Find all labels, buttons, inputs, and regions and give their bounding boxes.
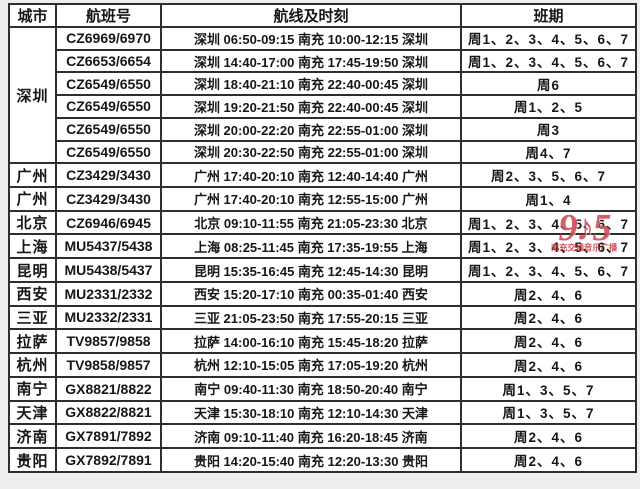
table-row: 广州 CZ3429/3430 广州 17:40-20:10 南充 12:40-14:…	[8, 162, 637, 188]
flight-no-cell: CZ3429/3430	[55, 185, 162, 212]
schedule-cell: 周1、3、5、7	[460, 399, 637, 426]
route-cell: 深圳 14:40-17:00 南充 17:45-19:50 深圳	[160, 48, 462, 74]
table-row: 上海 MU5437/5438 上海 08:25-11:45 南充 17:35-19:…	[8, 233, 637, 260]
schedule-cell: 周1、2、3、4、5、6、7	[460, 26, 637, 51]
city-cell: 济南	[8, 423, 57, 450]
schedule-cell: 周2、4、6	[460, 447, 637, 473]
flight-schedule-page: 城市 航班号 航线及时刻 班期 深圳 CZ6969/6970 深圳 06:50-09…	[8, 3, 637, 473]
city-cell: 南宁	[8, 375, 57, 402]
header-schedule: 班期	[460, 3, 637, 28]
flight-no-cell: CZ6549/6550	[55, 139, 162, 165]
city-cell: 深圳	[8, 25, 57, 165]
route-cell: 天津 15:30-18:10 南充 12:10-14:30 天津	[160, 399, 462, 426]
city-cell: 贵阳	[8, 447, 57, 473]
flight-schedule-table: 城市 航班号 航线及时刻 班期 深圳 CZ6969/6970 深圳 06:50-09…	[8, 3, 637, 473]
table-row: 北京 CZ6946/6945 北京 09:10-11:55 南充 21:05-23:…	[8, 209, 637, 236]
header-route: 航线及时刻	[160, 3, 462, 28]
route-cell: 深圳 18:40-21:10 南充 22:40-00:45 深圳	[160, 71, 462, 97]
flight-no-cell: CZ6549/6550	[55, 116, 162, 142]
route-cell: 广州 17:40-20:10 南充 12:55-15:00 广州	[160, 185, 462, 212]
table-row: 西安 MU2331/2332 西安 15:20-17:10 南充 00:35-01:…	[8, 280, 637, 307]
city-cell: 昆明	[8, 257, 57, 283]
table-row: CZ6549/6550 深圳 18:40-21:10 南充 22:40-00:45…	[9, 71, 637, 97]
schedule-cell: 周4、7	[460, 139, 637, 165]
route-cell: 拉萨 14:00-16:10 南充 15:45-18:20 拉萨	[160, 328, 462, 355]
flight-no-cell: CZ6969/6970	[55, 26, 162, 51]
route-cell: 南宁 09:40-11:30 南充 18:50-20:40 南宁	[160, 375, 462, 402]
route-cell: 杭州 12:10-15:05 南充 17:05-19:20 杭州	[160, 352, 462, 378]
flight-table-body: 深圳 CZ6969/6970 深圳 06:50-09:15 南充 10:00-12:…	[8, 25, 637, 473]
schedule-cell: 周1、2、3、4、5、6、7	[460, 233, 637, 260]
route-cell: 深圳 20:30-22:50 南充 22:55-01:00 深圳	[160, 139, 462, 165]
table-row: CZ6549/6550 深圳 20:30-22:50 南充 22:55-01:00…	[9, 139, 637, 165]
route-cell: 西安 15:20-17:10 南充 00:35-01:40 西安	[160, 280, 462, 307]
flight-no-cell: MU2331/2332	[55, 280, 162, 307]
table-row: 天津 GX8822/8821 天津 15:30-18:10 南充 12:10-14:…	[8, 399, 637, 426]
table-row: 广州 CZ3429/3430 广州 17:40-20:10 南充 12:55-15:…	[8, 185, 637, 212]
city-cell: 西安	[8, 280, 57, 307]
schedule-cell: 周2、3、5、6、7	[460, 162, 637, 188]
route-cell: 广州 17:40-20:10 南充 12:40-14:40 广州	[160, 162, 462, 188]
route-cell: 三亚 21:05-23:50 南充 17:55-20:15 三亚	[160, 304, 462, 331]
schedule-cell: 周1、2、3、4、5、6、7	[460, 209, 637, 236]
table-row: 三亚 MU2332/2331 三亚 21:05-23:50 南充 17:55-20:…	[8, 304, 637, 331]
city-cell: 广州	[8, 162, 57, 188]
city-cell: 天津	[8, 399, 57, 426]
table-row: CZ6653/6654 深圳 14:40-17:00 南充 17:45-19:50…	[9, 48, 637, 74]
schedule-cell: 周1、2、3、4、5、6、7	[460, 48, 637, 74]
route-cell: 深圳 19:20-21:50 南充 22:40-00:45 深圳	[160, 94, 462, 119]
flight-no-cell: MU5438/5437	[55, 257, 162, 283]
city-cell: 上海	[8, 233, 57, 260]
city-cell: 拉萨	[8, 328, 57, 355]
schedule-cell: 周3	[460, 116, 637, 142]
schedule-cell: 周2、4、6	[460, 280, 637, 307]
route-cell: 贵阳 14:20-15:40 南充 12:20-13:30 贵阳	[160, 447, 462, 473]
schedule-cell: 周1、3、5、7	[460, 375, 637, 402]
schedule-cell: 周1、4	[460, 185, 637, 212]
schedule-cell: 周2、4、6	[460, 328, 637, 355]
flight-no-cell: GX7891/7892	[55, 423, 162, 450]
table-row: 贵阳 GX7892/7891 贵阳 14:20-15:40 南充 12:20-13:…	[8, 447, 637, 473]
schedule-cell: 周2、4、6	[460, 304, 637, 331]
route-cell: 深圳 20:00-22:20 南充 22:55-01:00 深圳	[160, 116, 462, 142]
city-cell: 北京	[8, 209, 57, 236]
flight-no-cell: TV9858/9857	[55, 352, 162, 378]
city-cell: 杭州	[8, 352, 57, 378]
route-cell: 济南 09:10-11:40 南充 16:20-18:45 济南	[160, 423, 462, 450]
table-row: 拉萨 TV9857/9858 拉萨 14:00-16:10 南充 15:45-18:…	[8, 328, 637, 355]
city-cell: 三亚	[8, 304, 57, 331]
table-row: 济南 GX7891/7892 济南 09:10-11:40 南充 16:20-18:…	[8, 423, 637, 450]
schedule-cell: 周1、2、3、4、5、6、7	[460, 257, 637, 283]
schedule-cell: 周6	[460, 71, 637, 97]
schedule-cell: 周2、4、6	[460, 352, 637, 378]
table-row: 南宁 GX8821/8822 南宁 09:40-11:30 南充 18:50-20:…	[8, 375, 637, 402]
table-row: CZ6549/6550 深圳 20:00-22:20 南充 22:55-01:00…	[9, 116, 637, 142]
flight-no-cell: CZ6653/6654	[55, 48, 162, 74]
table-row: 深圳 CZ6969/6970 深圳 06:50-09:15 南充 10:00-12:…	[8, 25, 637, 165]
flight-no-cell: CZ6549/6550	[55, 94, 162, 119]
city-cell: 广州	[8, 185, 57, 212]
schedule-cell: 周2、4、6	[460, 423, 637, 450]
route-cell: 上海 08:25-11:45 南充 17:35-19:55 上海	[160, 233, 462, 260]
flight-no-cell: TV9857/9858	[55, 328, 162, 355]
flight-no-cell: MU2332/2331	[55, 304, 162, 331]
table-row: CZ6549/6550 深圳 19:20-21:50 南充 22:40-00:45…	[9, 94, 637, 119]
flight-no-cell: GX8821/8822	[55, 375, 162, 402]
flight-no-cell: GX8822/8821	[55, 399, 162, 426]
route-cell: 昆明 15:35-16:45 南充 12:45-14:30 昆明	[160, 257, 462, 283]
table-row: 昆明 MU5438/5437 昆明 15:35-16:45 南充 12:45-14:…	[8, 257, 637, 283]
header-row: 城市 航班号 航线及时刻 班期	[8, 3, 637, 28]
flight-no-cell: CZ3429/3430	[55, 162, 162, 188]
flight-no-cell: MU5437/5438	[55, 233, 162, 260]
route-cell: 北京 09:10-11:55 南充 21:05-23:30 北京	[160, 209, 462, 236]
flight-no-cell: GX7892/7891	[55, 447, 162, 473]
schedule-cell: 周1、2、5	[460, 94, 637, 119]
flight-no-cell: CZ6946/6945	[55, 209, 162, 236]
flight-no-cell: CZ6549/6550	[55, 71, 162, 97]
route-cell: 深圳 06:50-09:15 南充 10:00-12:15 深圳	[160, 26, 462, 51]
table-row: 杭州 TV9858/9857 杭州 12:10-15:05 南充 17:05-19:…	[8, 352, 637, 378]
header-city: 城市	[8, 3, 57, 28]
header-flight-no: 航班号	[55, 3, 162, 28]
